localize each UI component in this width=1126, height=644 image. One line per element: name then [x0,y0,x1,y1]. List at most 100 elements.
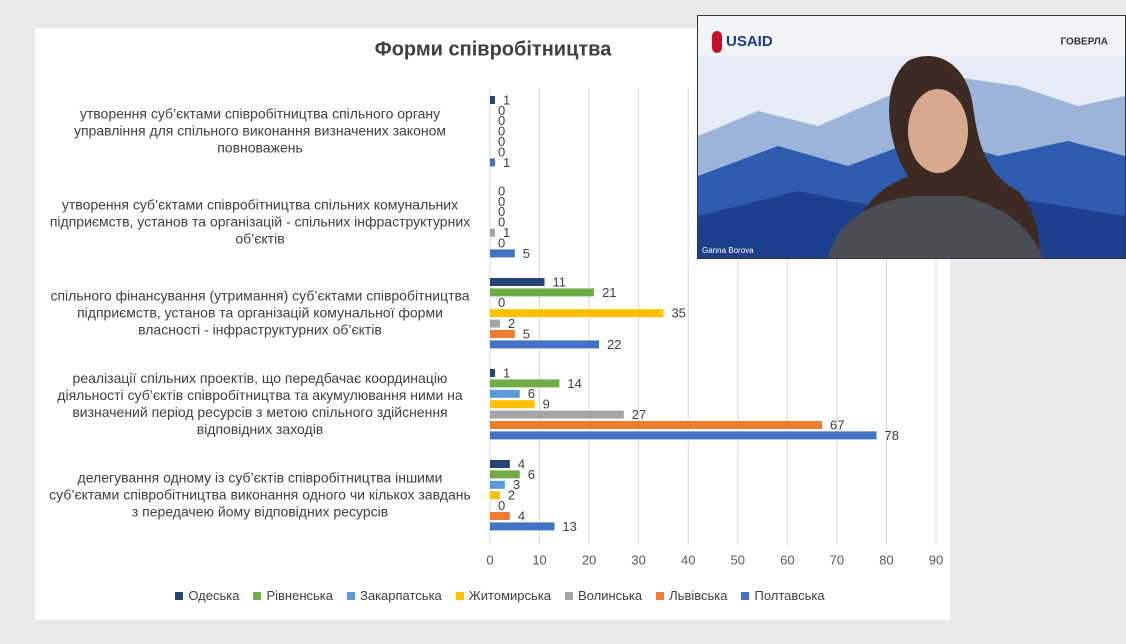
bar [490,96,495,104]
value-label: 5 [523,326,530,341]
video-frame: USAID ГОВЕРЛА Ganna Borova [698,31,1125,258]
value-label: 22 [607,337,621,352]
legend-label: Житомирська [468,588,552,603]
category-label: спільного фінансування (утримання) суб’є… [50,287,470,338]
bar [490,491,500,500]
value-label: 35 [671,306,685,321]
category-label: делегування одному із суб’єктів співробі… [49,469,471,520]
bar [490,379,560,388]
legend-swatch [565,591,574,600]
bar [490,389,520,398]
value-label: 6 [528,386,535,401]
bar [490,319,500,328]
category-label: реалізації спільних проектів, що передба… [57,370,463,438]
bar [490,330,515,338]
bar [490,158,495,167]
value-label: 4 [518,456,525,471]
category-label: утворення суб’єктами співробітництва спі… [73,105,447,156]
value-label: 4 [518,508,525,523]
value-label: 0 [498,194,505,209]
person-body [828,196,1043,258]
legend-label: Волинська [578,588,643,603]
value-label: 6 [528,467,535,482]
value-label: 3 [513,477,520,492]
legend-item: Полтавська [741,588,825,603]
value-label: 13 [562,519,576,534]
x-tick-label: 20 [582,552,596,567]
legend-item: Рівненська [253,588,333,603]
legend-swatch [455,591,464,600]
value-label: 0 [498,498,505,513]
value-label: 1 [503,155,510,170]
value-label: 21 [602,285,616,300]
x-tick-label: 70 [830,552,844,567]
legend-label: Закарпатська [360,588,442,603]
bar [490,369,495,377]
value-label: 0 [498,134,505,149]
value-label: 14 [567,376,581,391]
legend-label: Полтавська [754,588,825,603]
bar [490,460,510,468]
x-tick-label: 60 [780,552,794,567]
logo: USAID [726,33,773,50]
value-label: 0 [498,215,505,230]
x-tick-label: 0 [486,552,493,567]
value-label: 67 [830,417,844,432]
logo-mark [712,31,722,53]
bar [490,340,600,349]
x-tick-label: 10 [532,552,546,567]
value-label: 2 [508,316,515,331]
value-label: 0 [498,144,505,159]
value-label: 0 [498,113,505,128]
value-label: 0 [498,183,505,198]
bar [490,470,520,479]
legend-swatch [656,591,665,600]
bar [490,400,535,409]
category-label: утворення суб’єктами співробітництва спі… [49,196,471,247]
value-label: 2 [508,488,515,503]
bar [490,410,624,419]
x-tick-label: 30 [631,552,645,567]
x-tick-label: 40 [681,552,695,567]
bar [490,288,595,297]
bar [490,278,545,286]
x-tick-label: 90 [929,552,943,567]
legend-item: Львівська [656,588,727,603]
bar [490,512,510,520]
speaker-name: Ganna Borova [702,246,754,255]
legend-item: Волинська [565,588,642,603]
value-label: 0 [498,295,505,310]
video-tile: USAID ГОВЕРЛА Ganna Borova [697,15,1126,259]
legend-swatch [347,591,355,600]
value-label: 0 [498,235,505,250]
value-label: 5 [523,246,530,261]
value-label: 9 [543,397,550,412]
x-tick-label: 80 [879,552,893,567]
legend-label: Рівненська [266,588,333,603]
bar [490,522,555,531]
legend: Одеська Рівненська Закарпатська Житомирська… [120,588,880,603]
value-label: 11 [553,274,567,289]
value-label: 27 [632,407,646,422]
value-label: 0 [498,124,505,139]
legend-item: Житомирська [455,588,552,603]
bar [490,421,823,429]
bar [490,480,505,489]
legend-item: Одеська [175,588,239,603]
chart-title: Форми співробітництва [375,38,613,60]
value-label: 0 [498,204,505,219]
legend-swatch [741,591,750,600]
bar [490,431,877,440]
value-label: 1 [503,92,510,107]
bar [490,309,664,318]
value-label: 78 [885,428,899,443]
value-label: 1 [503,365,510,380]
bar [490,249,515,258]
x-tick-label: 50 [731,552,745,567]
legend-label: Львівська [669,588,728,603]
value-label: 0 [498,103,505,118]
brand: ГОВЕРЛА [1061,37,1109,48]
bar [490,228,495,237]
